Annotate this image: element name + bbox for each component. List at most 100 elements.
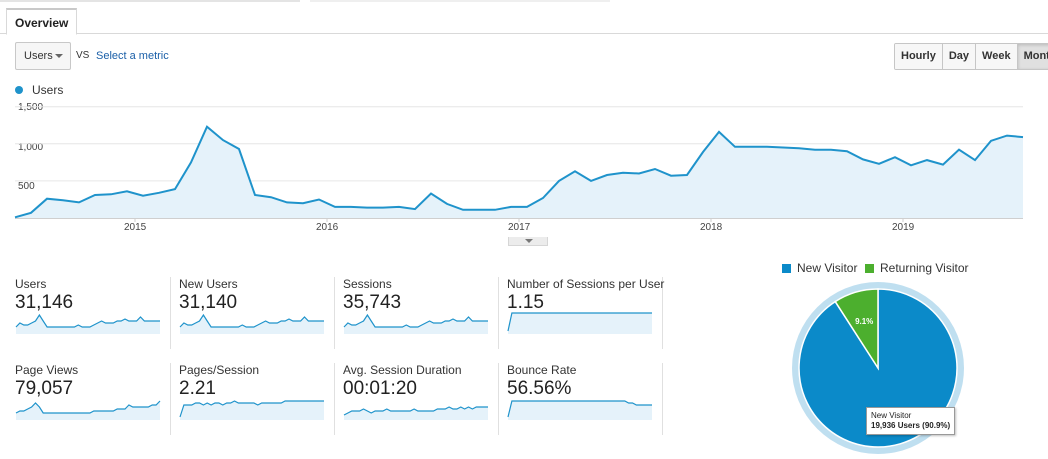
data-point[interactable]	[572, 168, 578, 174]
data-point[interactable]	[540, 195, 546, 201]
data-point[interactable]	[188, 159, 194, 165]
data-point[interactable]	[236, 146, 242, 152]
data-point[interactable]	[76, 199, 82, 205]
period-hourly-button[interactable]: Hourly	[895, 44, 943, 69]
period-day-button[interactable]: Day	[942, 44, 977, 69]
data-point[interactable]	[956, 147, 962, 153]
data-point[interactable]	[556, 178, 562, 184]
data-point[interactable]	[796, 145, 802, 151]
data-point[interactable]	[652, 166, 658, 172]
metric-label: Sessions	[343, 277, 392, 291]
data-point[interactable]	[300, 200, 306, 206]
data-point[interactable]	[220, 137, 226, 143]
data-point[interactable]	[1004, 133, 1010, 139]
data-point[interactable]	[396, 204, 402, 210]
data-point[interactable]	[588, 178, 594, 184]
data-point[interactable]	[972, 157, 978, 163]
metric-card-bounce-rate[interactable]: Bounce Rate 56.56%	[507, 363, 663, 435]
metric-sparkline	[15, 313, 160, 334]
data-point[interactable]	[492, 207, 498, 213]
data-point[interactable]	[332, 204, 338, 210]
chart-legend: Users	[15, 83, 63, 97]
metric-card-avg-session-duration[interactable]: Avg. Session Duration 00:01:20	[343, 363, 499, 435]
data-point[interactable]	[876, 161, 882, 167]
data-point[interactable]	[316, 196, 322, 202]
data-point[interactable]	[28, 210, 34, 216]
data-point[interactable]	[684, 172, 690, 178]
pie-data-label: 9.1%	[855, 317, 873, 326]
data-point[interactable]	[252, 192, 258, 198]
data-point[interactable]	[412, 206, 418, 212]
data-point[interactable]	[268, 194, 274, 200]
data-point[interactable]	[700, 149, 706, 155]
y-tick-label: 1,000	[18, 142, 44, 153]
tab-bar: Overview	[0, 8, 1048, 35]
metric-card-pages-per-session[interactable]: Pages/Session 2.21	[179, 363, 335, 435]
x-tick-label: 2018	[700, 222, 723, 233]
data-point[interactable]	[172, 186, 178, 192]
data-point[interactable]	[140, 193, 146, 199]
metric-sparkline	[179, 400, 324, 420]
data-point[interactable]	[604, 172, 610, 178]
data-point[interactable]	[668, 173, 674, 179]
select-metric-link[interactable]: Select a metric	[96, 50, 169, 62]
data-point[interactable]	[60, 197, 66, 203]
data-point[interactable]	[460, 207, 466, 213]
period-week-button[interactable]: Week	[976, 44, 1018, 69]
data-point[interactable]	[924, 157, 930, 163]
pie-legend-new-visitor[interactable]: New Visitor	[782, 261, 857, 275]
data-point[interactable]	[444, 201, 450, 207]
sparkline-line	[15, 400, 161, 414]
data-point[interactable]	[380, 205, 386, 211]
pie-legend-label: Returning Visitor	[880, 261, 969, 275]
data-point[interactable]	[620, 170, 626, 176]
data-point[interactable]	[428, 191, 434, 197]
metric-card-users[interactable]: Users 31,146	[15, 277, 171, 349]
data-point[interactable]	[636, 170, 642, 176]
data-point[interactable]	[748, 144, 754, 150]
data-point[interactable]	[284, 199, 290, 205]
primary-metric-label: Users	[24, 50, 53, 62]
metric-card-page-views[interactable]: Page Views 79,057	[15, 363, 171, 435]
data-point[interactable]	[764, 144, 770, 150]
series-area	[15, 126, 1023, 218]
pie-slice-returning-visitor[interactable]	[834, 288, 879, 371]
data-point[interactable]	[364, 205, 370, 211]
users-area-chart	[12, 106, 1026, 222]
data-point[interactable]	[92, 192, 98, 198]
data-point[interactable]	[844, 148, 850, 154]
data-point[interactable]	[12, 214, 18, 220]
tab-overview[interactable]: Overview	[6, 8, 78, 35]
metric-card-new-users[interactable]: New Users 31,140	[179, 277, 335, 349]
data-point[interactable]	[124, 188, 130, 194]
metric-card-sessions[interactable]: Sessions 35,743	[343, 277, 499, 349]
data-point[interactable]	[732, 144, 738, 150]
data-point[interactable]	[44, 196, 50, 202]
data-point[interactable]	[1020, 134, 1026, 140]
data-point[interactable]	[476, 207, 482, 213]
data-point[interactable]	[940, 162, 946, 168]
period-month-button[interactable]: Month	[1017, 44, 1048, 69]
data-point[interactable]	[348, 204, 354, 210]
metric-sparkline	[343, 313, 488, 334]
data-point[interactable]	[508, 204, 514, 210]
data-point[interactable]	[988, 138, 994, 144]
pie-legend-returning-visitor[interactable]: Returning Visitor	[865, 261, 969, 275]
data-point[interactable]	[716, 129, 722, 135]
data-point[interactable]	[204, 124, 210, 130]
data-point[interactable]	[860, 156, 866, 162]
data-point[interactable]	[828, 147, 834, 153]
data-point[interactable]	[156, 190, 162, 196]
data-point[interactable]	[892, 154, 898, 160]
data-point[interactable]	[524, 204, 530, 210]
primary-metric-dropdown[interactable]: Users	[15, 42, 71, 70]
metric-value: 79,057	[15, 378, 74, 399]
metric-card-sessions-per-user[interactable]: Number of Sessions per User 1.15	[507, 277, 664, 349]
metric-value: 2.21	[179, 378, 216, 399]
metric-label: Bounce Rate	[507, 363, 577, 377]
data-point[interactable]	[908, 162, 914, 168]
data-point[interactable]	[108, 191, 114, 197]
data-point[interactable]	[780, 145, 786, 151]
chart-collapse-handle[interactable]	[508, 237, 548, 246]
data-point[interactable]	[812, 147, 818, 153]
